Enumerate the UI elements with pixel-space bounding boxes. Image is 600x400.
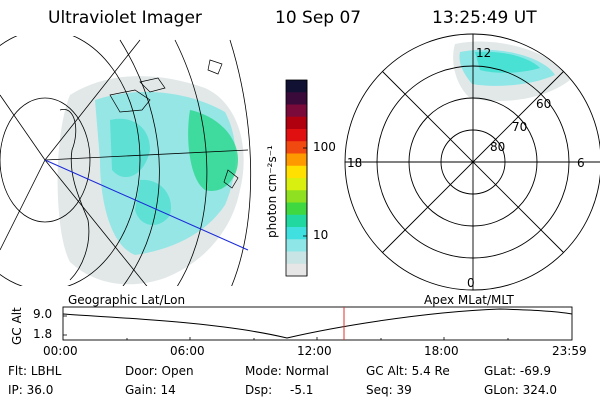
status-glat: GLat: -69.9 — [484, 364, 551, 378]
colorbar-band — [286, 141, 307, 154]
colorbar-band — [286, 104, 307, 118]
status-glon: GLon: 324.0 — [484, 383, 557, 397]
status-mode: Mode: Normal — [245, 364, 329, 378]
polar-panel-label: Apex MLat/MLT — [424, 293, 514, 307]
lat-label-80: 80 — [490, 140, 506, 154]
coastline — [59, 109, 90, 281]
status-gain: Gain: 14 — [125, 383, 176, 397]
colorbar-band — [286, 263, 307, 277]
status-ip: IP: 36.0 — [8, 383, 54, 397]
time-tick-1200: 12:00 — [297, 344, 332, 358]
altitude-ytick-9: 9.0 — [33, 307, 53, 321]
color-bar — [285, 79, 308, 277]
geographic-panel-label: Geographic Lat/Lon — [68, 293, 186, 307]
time-tick-1800: 18:00 — [424, 344, 459, 358]
colorbar-band — [286, 251, 307, 265]
status-gc-alt: GC Alt: 5.4 Re — [366, 364, 450, 378]
status-filter: Flt: LBHL — [8, 364, 62, 378]
polar-plot — [344, 33, 600, 291]
time-tick-0000: 00:00 — [43, 344, 78, 358]
mlt-label-0: 0 — [467, 276, 475, 290]
colorbar-band — [286, 153, 307, 167]
colorbar-band — [286, 165, 307, 179]
status-door: Door: Open — [125, 364, 194, 378]
mlt-label-6: 6 — [577, 156, 585, 170]
track-line — [44, 159, 249, 251]
colorbar-band — [286, 80, 307, 93]
colorbar-band — [286, 129, 307, 142]
geographic-map — [0, 36, 252, 286]
mlt-label-12: 12 — [476, 46, 492, 60]
colorbar-band — [286, 214, 307, 228]
colorbar-band — [286, 178, 307, 191]
altitude-ylabel: GC Alt — [10, 307, 24, 345]
colorbar-band — [286, 239, 307, 252]
mlt-label-18: 18 — [347, 156, 363, 170]
date-label: 10 Sep 07 — [275, 8, 362, 28]
colorbar-band — [286, 190, 307, 203]
instrument-title: Ultraviolet Imager — [48, 8, 202, 28]
status-seq: Seq: 39 — [366, 383, 412, 397]
time-label: 13:25:49 UT — [432, 8, 537, 28]
altitude-ytick-1-8: 1.8 — [33, 327, 53, 341]
colorbar-unit-label: photon cm⁻²s⁻¹ — [265, 145, 279, 238]
colorbar-tick-10: 10 — [313, 228, 329, 242]
status-dsp: Dsp: -5.1 — [245, 383, 314, 397]
lat-label-60: 60 — [536, 97, 552, 111]
altitude-plot — [62, 306, 573, 341]
altitude-curve — [62, 308, 573, 339]
time-tick-2359: 23:59 — [552, 344, 587, 358]
colorbar-band — [286, 202, 307, 216]
colorbar-tick-100: 100 — [313, 140, 336, 154]
colorbar-band — [286, 116, 307, 130]
colorbar-band — [286, 92, 307, 105]
colorbar-band — [286, 227, 307, 240]
lat-label-70: 70 — [512, 120, 528, 134]
emission-peak — [188, 110, 238, 191]
time-tick-0600: 06:00 — [170, 344, 205, 358]
